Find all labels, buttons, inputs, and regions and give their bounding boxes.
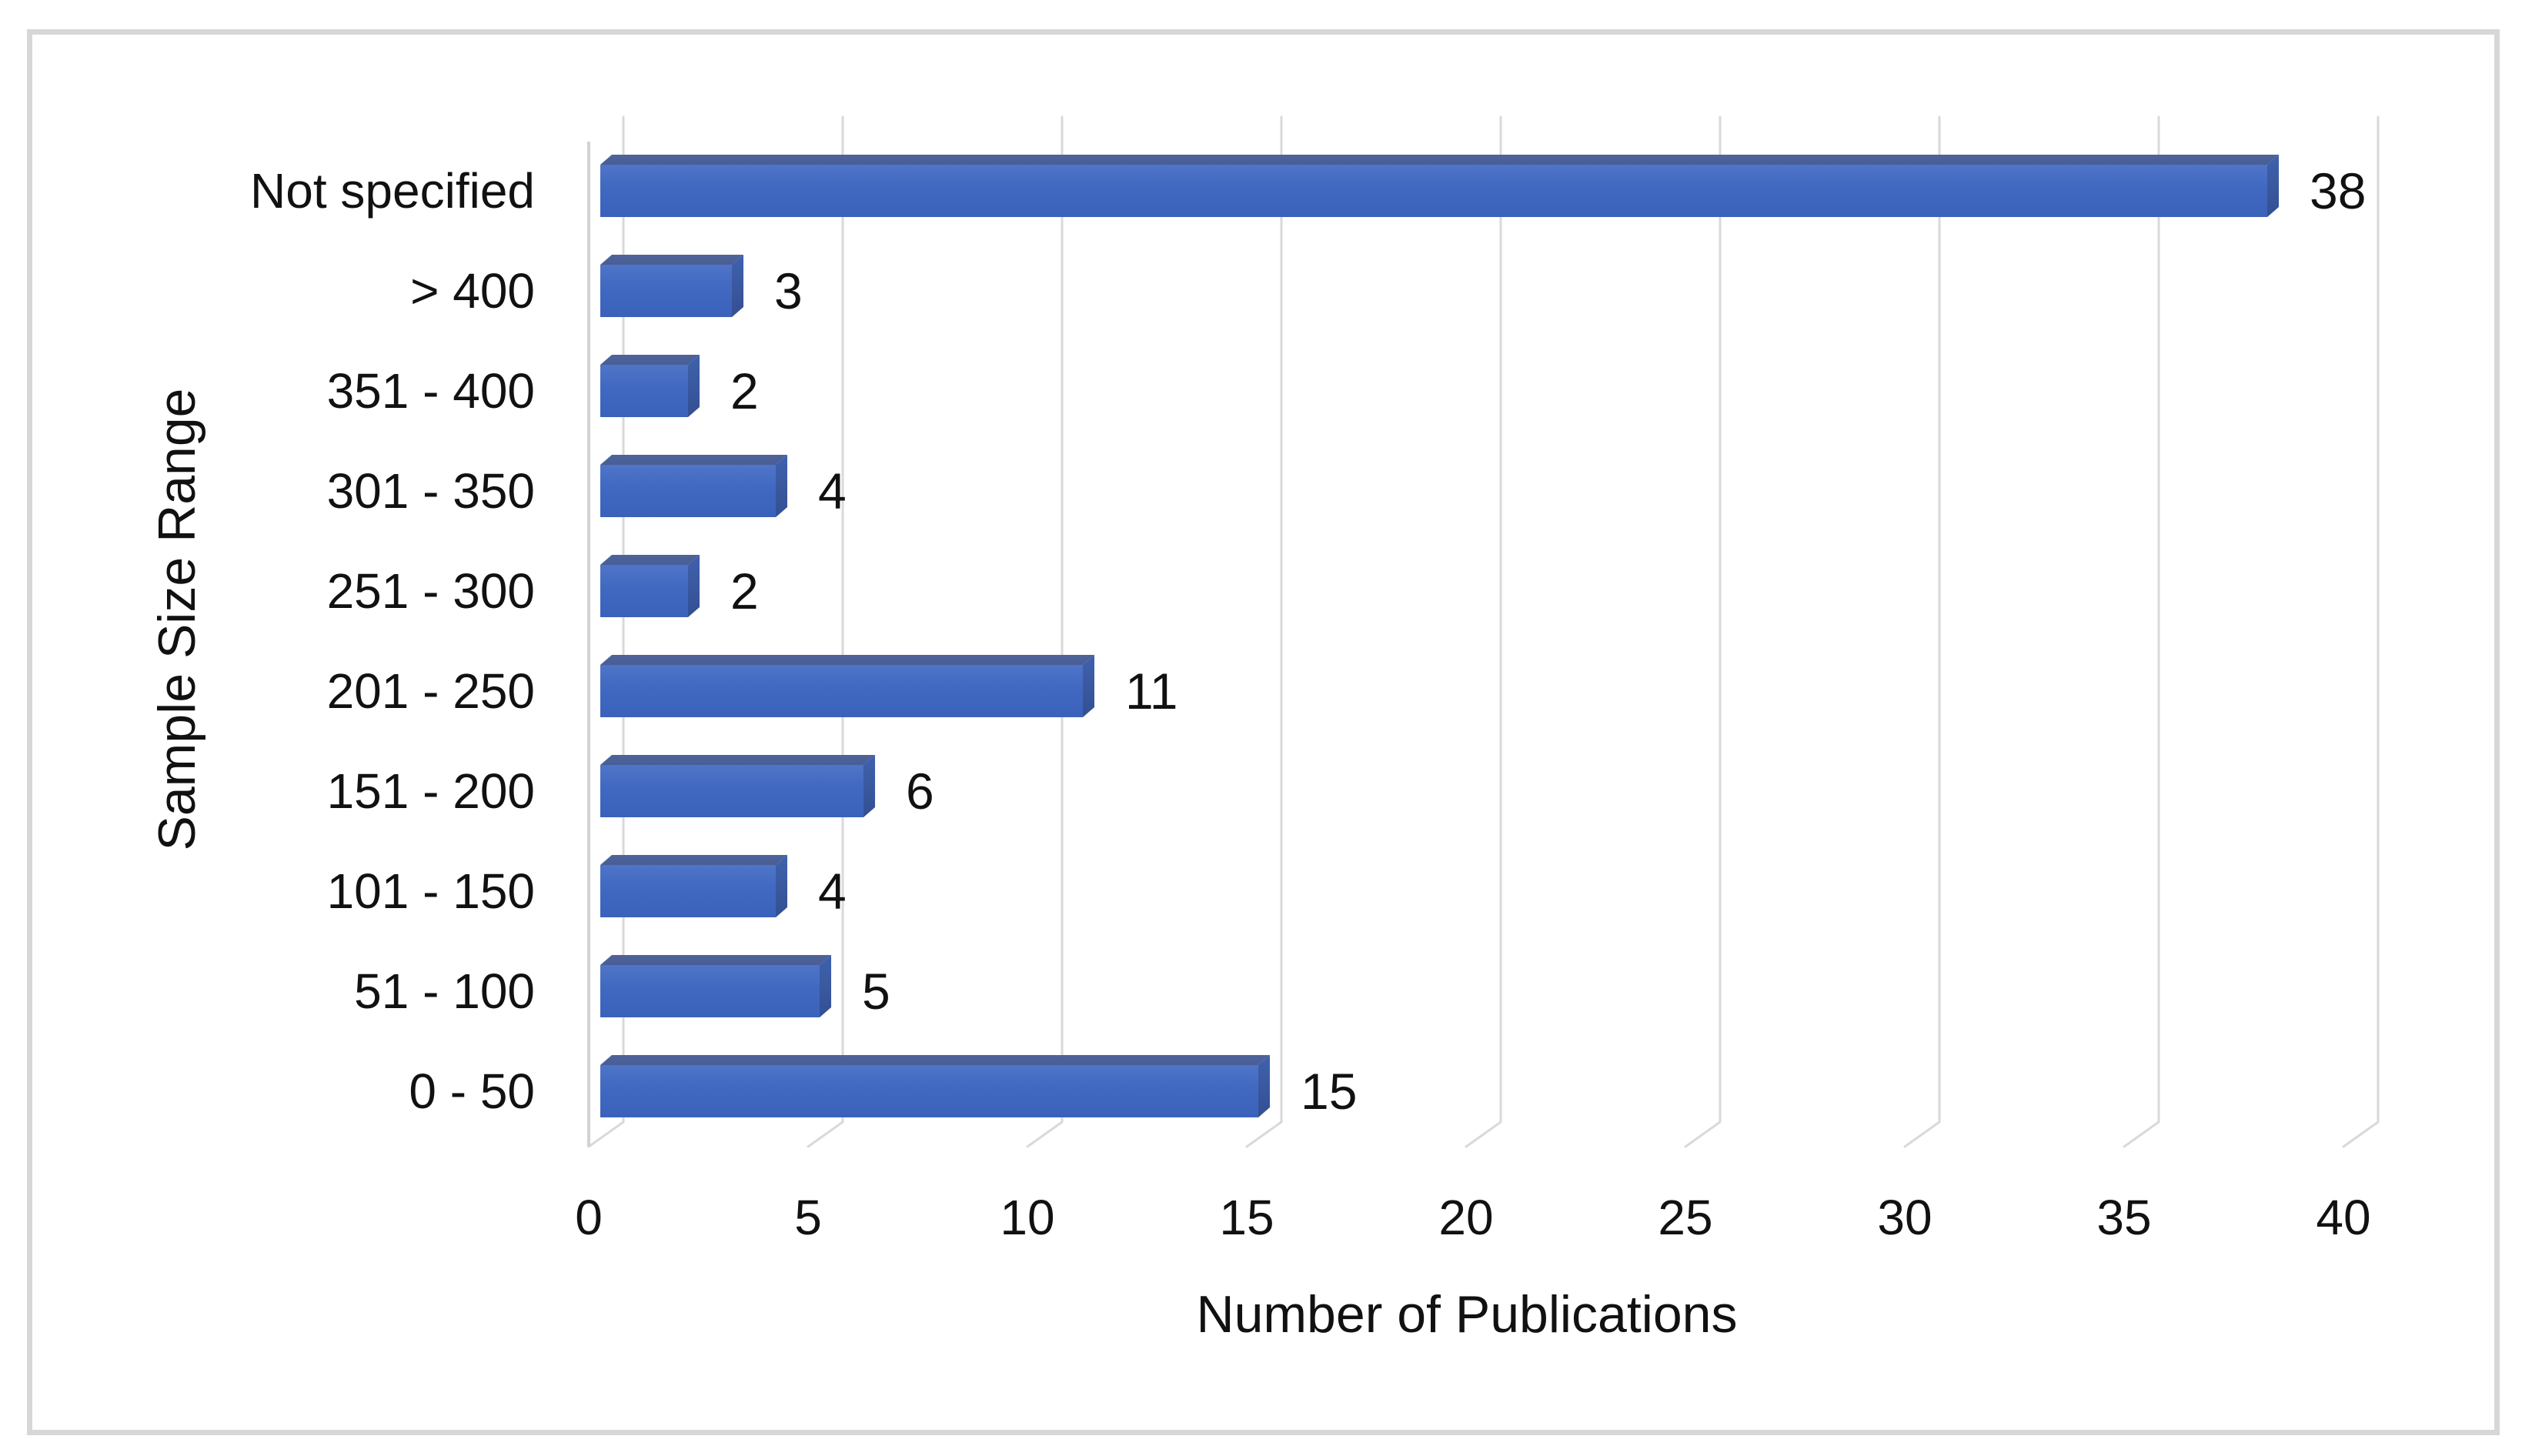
x-tick-label: 5 [794,1190,822,1245]
bar-value-label: 4 [818,863,847,920]
gridline [2342,115,2380,1148]
bar-side-face [688,355,700,417]
bar-front-face [600,465,776,517]
bar-value-label: 38 [2310,162,2367,219]
bar-value-label: 4 [818,463,847,519]
category-label: > 400 [410,263,535,319]
gridline [1245,115,1283,1148]
bar-top-face [600,355,700,365]
x-tick-label: 15 [1219,1190,1274,1245]
x-tick-label: 10 [1000,1190,1055,1245]
gridline [587,115,625,1148]
x-tick-label: 30 [1877,1190,1932,1245]
category-label: 251 - 300 [326,563,535,619]
x-tick-label: 20 [1438,1190,1494,1245]
bar-top-face [600,855,787,865]
gridline [1903,115,1941,1148]
bar [600,655,1094,717]
category-label: Not specified [250,163,535,219]
category-label: 301 - 350 [326,463,535,519]
bar-side-face [2267,155,2279,217]
bar-front-face [600,965,820,1017]
bar-front-face [600,665,1083,717]
x-tick-label: 40 [2316,1190,2371,1245]
bar-front-face [600,765,863,817]
bar-side-face [863,755,875,817]
category-label: 201 - 250 [326,663,535,719]
bar-value-label: 5 [862,963,890,1020]
bar-value-label: 6 [906,763,934,820]
bar-front-face [600,865,776,917]
bar-top-face [600,255,743,265]
bar [600,255,743,317]
bar-value-label: 11 [1125,663,1178,720]
bar-top-face [600,655,1094,665]
bar [600,955,831,1017]
gridline [1465,115,1502,1148]
bar-side-face [820,955,831,1017]
bar [600,855,787,917]
bar-top-face [600,155,2279,165]
bar-front-face [600,565,688,617]
bar-value-label: 2 [730,362,759,419]
bar [600,355,700,417]
gridline [1026,115,1064,1148]
category-label: 0 - 50 [409,1064,535,1119]
y-axis-title: Sample Size Range [148,388,206,851]
bar-side-face [1258,1055,1270,1117]
bar-side-face [776,855,787,917]
x-tick-label: 0 [575,1190,603,1245]
category-label: 351 - 400 [326,363,535,419]
gridline [807,115,844,1148]
bar [600,155,2279,217]
gridline [1684,115,1722,1148]
bar-side-face [776,455,787,517]
bar [600,1055,1270,1117]
bar-top-face [600,755,875,765]
gridline [2123,115,2160,1148]
x-tick-label: 35 [2096,1190,2152,1245]
x-axis-title: Number of Publications [1196,1285,1738,1344]
bar [600,455,787,517]
bar-front-face [600,1065,1258,1117]
category-label: 101 - 150 [326,863,535,919]
category-label: 151 - 200 [326,763,535,819]
bar-side-face [732,255,743,317]
bar-value-label: 2 [730,563,759,619]
bar-top-face [600,555,700,565]
bar-value-label: 15 [1301,1063,1358,1120]
bar-top-face [600,455,787,465]
bar-side-face [1083,655,1094,717]
category-label: 51 - 100 [354,963,535,1019]
bar-front-face [600,265,732,317]
figure-border [27,29,2500,1435]
bar [600,755,875,817]
bar-side-face [688,555,700,617]
bar [600,555,700,617]
bar-front-face [600,165,2267,217]
bar-top-face [600,955,831,965]
bar-value-label: 3 [774,262,803,319]
x-tick-label: 25 [1658,1190,1713,1245]
bar-top-face [600,1055,1270,1065]
bar-front-face [600,365,688,417]
